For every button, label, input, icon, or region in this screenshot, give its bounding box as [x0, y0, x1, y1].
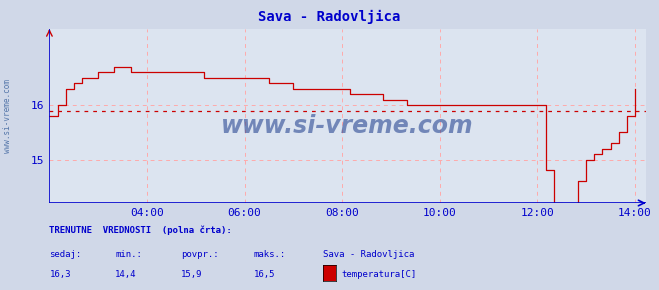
Text: temperatura[C]: temperatura[C]: [341, 270, 416, 279]
Text: maks.:: maks.:: [254, 250, 286, 259]
Text: sedaj:: sedaj:: [49, 250, 82, 259]
Text: 14,4: 14,4: [115, 270, 137, 279]
Text: TRENUTNE  VREDNOSTI  (polna črta):: TRENUTNE VREDNOSTI (polna črta):: [49, 226, 232, 235]
Text: 16,3: 16,3: [49, 270, 71, 279]
Text: 15,9: 15,9: [181, 270, 203, 279]
Text: min.:: min.:: [115, 250, 142, 259]
Text: www.si-vreme.com: www.si-vreme.com: [221, 115, 474, 138]
Text: www.si-vreme.com: www.si-vreme.com: [3, 79, 12, 153]
Text: Sava - Radovljica: Sava - Radovljica: [258, 10, 401, 24]
Text: 16,5: 16,5: [254, 270, 275, 279]
Text: povpr.:: povpr.:: [181, 250, 219, 259]
Text: Sava - Radovljica: Sava - Radovljica: [323, 250, 415, 259]
